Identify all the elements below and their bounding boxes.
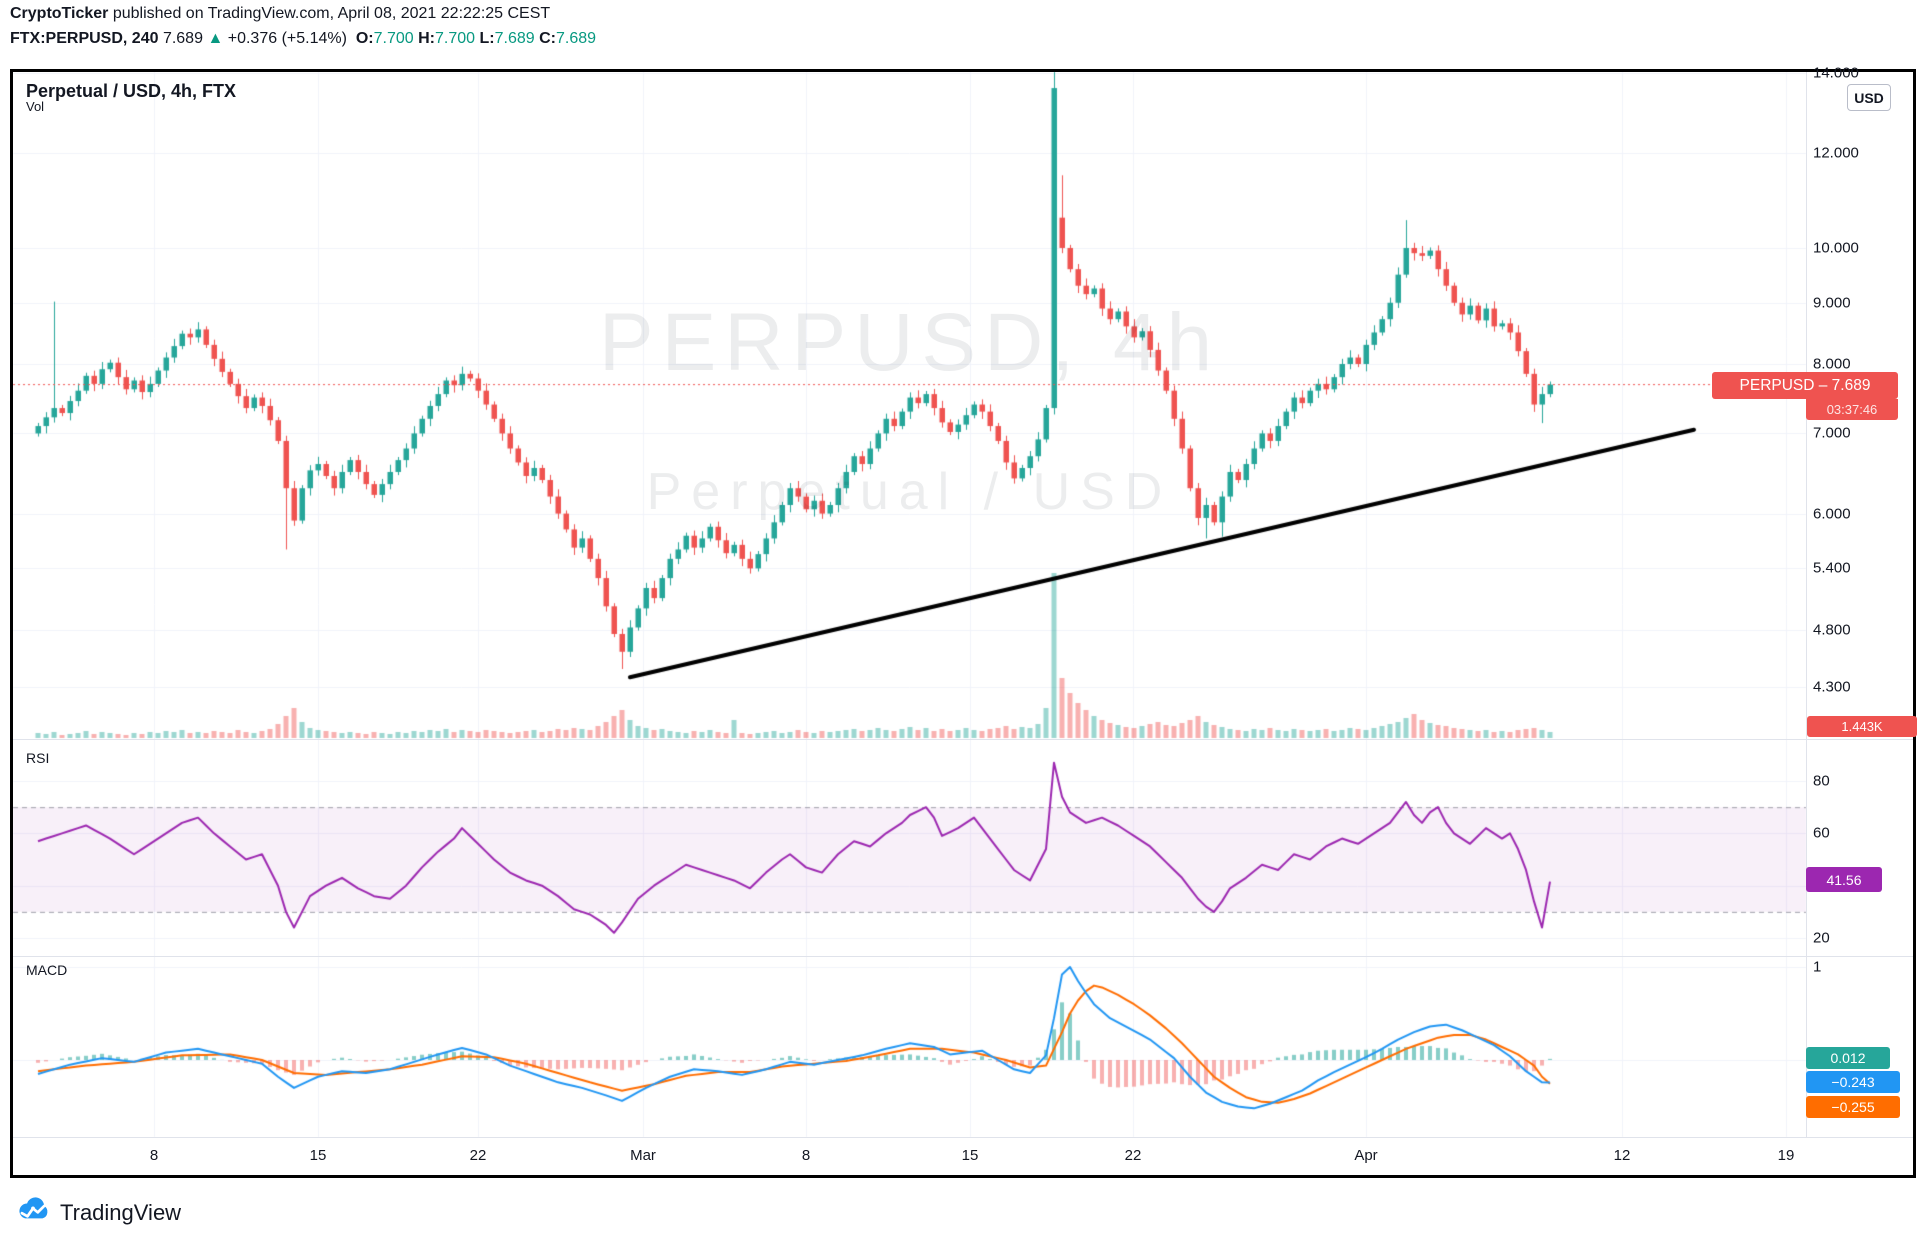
- tradingview-branding[interactable]: TradingView: [14, 1194, 181, 1231]
- last-price-badge: PERPUSD – 7.689: [1712, 372, 1898, 399]
- macd-line-badge: −0.243: [1806, 1071, 1900, 1093]
- rsi-pane-separator[interactable]: [13, 739, 1913, 740]
- price-tick-label: 5.400: [1813, 559, 1851, 577]
- time-tick-label: Mar: [630, 1147, 656, 1164]
- price-tick-label: 6.000: [1813, 505, 1851, 523]
- price-tick-label: 14.000: [1813, 64, 1859, 82]
- chart-legend-title[interactable]: Perpetual / USD, 4h, FTX: [26, 81, 237, 101]
- brand-name: TradingView: [60, 1199, 182, 1225]
- currency-toggle-button[interactable]: USD: [1847, 84, 1891, 111]
- price-tick-label: 8.000: [1813, 355, 1851, 373]
- macd-legend[interactable]: MACD: [26, 962, 68, 978]
- time-tick-label: 22: [469, 1147, 487, 1164]
- rsi-tick-label: 20: [1813, 929, 1830, 947]
- time-tick-label: 12: [1613, 1147, 1631, 1164]
- tradingview-logo-icon: [14, 1194, 52, 1231]
- volume-value-badge: 1.443K: [1807, 716, 1917, 737]
- volume-legend[interactable]: Vol: [26, 99, 45, 114]
- price-tick-label: 4.300: [1813, 678, 1851, 696]
- price-tick-label: 9.000: [1813, 294, 1851, 312]
- time-tick-label: 8: [149, 1147, 159, 1164]
- price-tick-label: 4.800: [1813, 621, 1851, 639]
- time-tick-label: 8: [801, 1147, 811, 1164]
- macd-tick-label: 1: [1813, 958, 1822, 976]
- time-tick-label: 15: [309, 1147, 327, 1164]
- time-tick-label: 22: [1124, 1147, 1142, 1164]
- bar-countdown-badge: 03:37:46: [1806, 399, 1898, 420]
- macd-histogram-badge: 0.012: [1806, 1047, 1890, 1069]
- macd-signal-badge: −0.255: [1806, 1096, 1900, 1118]
- time-axis-separator: [13, 1137, 1913, 1138]
- price-tick-label: 7.000: [1813, 424, 1851, 442]
- time-tick-label: 19: [1777, 1147, 1795, 1164]
- rsi-value-badge: 41.56: [1806, 867, 1882, 892]
- price-axis-separator: [1806, 72, 1807, 1137]
- rsi-legend[interactable]: RSI: [26, 750, 50, 766]
- rsi-tick-label: 80: [1813, 772, 1830, 790]
- time-tick-label: 15: [961, 1147, 979, 1164]
- price-tick-label: 12.000: [1813, 144, 1859, 162]
- price-tick-label: 10.000: [1813, 239, 1859, 257]
- rsi-tick-label: 60: [1813, 824, 1830, 842]
- macd-pane-separator[interactable]: [13, 956, 1913, 957]
- time-tick-label: Apr: [1354, 1147, 1378, 1164]
